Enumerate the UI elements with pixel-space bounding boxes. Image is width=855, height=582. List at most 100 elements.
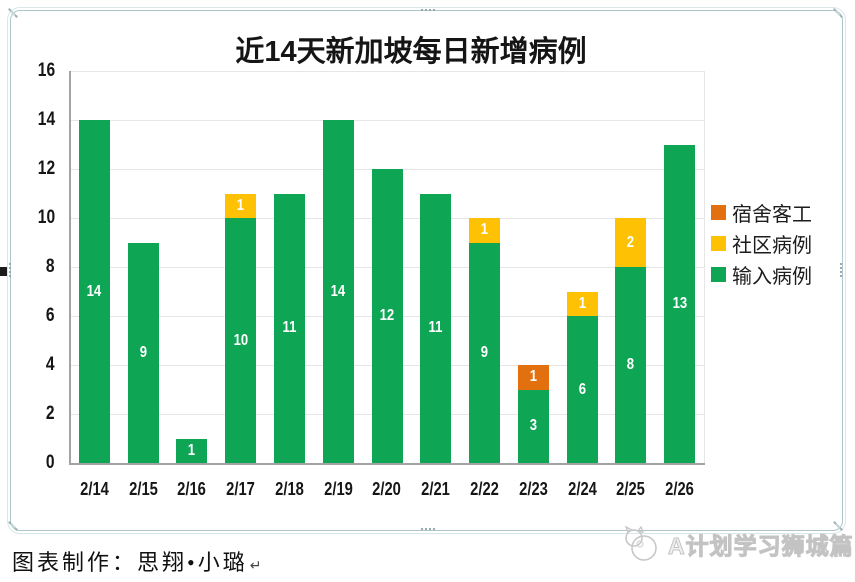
x-tick-label: 2/16 xyxy=(167,479,217,500)
bar-segment-社区病例[interactable]: 1 xyxy=(469,218,500,243)
x-tick-value: 2/14 xyxy=(80,479,109,499)
x-tick-label: 2/18 xyxy=(265,479,315,500)
bar-segment-社区病例[interactable]: 1 xyxy=(566,291,598,316)
legend-label: 社区病例 xyxy=(732,234,812,257)
bar-segment-输入病例[interactable]: 6 xyxy=(566,316,598,463)
plot-right-border xyxy=(704,71,705,463)
legend-swatch xyxy=(711,235,726,251)
x-tick-value: 2/19 xyxy=(323,479,353,499)
y-tick-value: 0 xyxy=(46,452,55,473)
y-tick-label: 12 xyxy=(17,158,55,180)
bar-segment-社区病例[interactable]: 1 xyxy=(225,193,257,218)
resize-handle-bottom[interactable] xyxy=(420,527,436,531)
bar-segment-输入病例[interactable]: 1 xyxy=(176,438,208,463)
bar-segment-输入病例[interactable]: 11 xyxy=(420,193,452,463)
x-tick-value: 2/18 xyxy=(275,479,304,499)
x-axis-line xyxy=(69,463,705,465)
lion-face-icon xyxy=(624,526,657,561)
resize-handle-right[interactable] xyxy=(839,262,843,278)
bar-segment-宿舍客工[interactable]: 1 xyxy=(517,365,549,390)
y-tick-label: 14 xyxy=(17,109,55,131)
bar-segment-输入病例[interactable]: 13 xyxy=(664,144,696,463)
y-axis-line xyxy=(69,71,71,465)
bar-value-label: 3 xyxy=(529,417,537,435)
bar-value-label: 6 xyxy=(578,380,586,398)
bar-segment-输入病例[interactable]: 9 xyxy=(127,242,159,463)
x-tick-value: 2/20 xyxy=(372,479,402,499)
caption-text: 图表制作：思翔•小璐 xyxy=(12,550,248,575)
x-tick-value: 2/26 xyxy=(665,479,694,499)
bar-segment-输入病例[interactable]: 14 xyxy=(78,120,110,463)
bar-segment-输入病例[interactable]: 10 xyxy=(225,218,257,463)
x-tick-value: 2/22 xyxy=(470,479,499,499)
bar-value-label: 9 xyxy=(139,343,147,361)
bar-value-label: 14 xyxy=(330,282,346,300)
y-tick-label: 4 xyxy=(17,354,55,376)
bar-value-label: 1 xyxy=(578,294,586,312)
resize-handle-left[interactable] xyxy=(8,262,12,278)
bar-value-label: 2 xyxy=(627,233,635,251)
x-tick-label: 2/23 xyxy=(508,479,558,500)
bar-segment-输入病例[interactable]: 11 xyxy=(274,193,305,463)
legend: 宿舍客工社区病例输入病例 xyxy=(711,202,812,295)
bar-value-label: 9 xyxy=(480,343,489,361)
bar-value-label: 1 xyxy=(529,368,537,386)
bar-segment-输入病例[interactable]: 9 xyxy=(469,242,500,463)
x-tick-label: 2/25 xyxy=(606,479,656,500)
y-tick-label: 8 xyxy=(17,256,55,278)
chart-selection-frame[interactable] xyxy=(7,7,846,534)
x-tick-label: 2/21 xyxy=(411,479,461,500)
x-tick-value: 2/17 xyxy=(226,479,256,499)
bar-value-label: 13 xyxy=(672,294,687,312)
x-tick-value: 2/15 xyxy=(128,479,158,499)
bar-value-label: 8 xyxy=(627,356,635,373)
y-tick-label: 2 xyxy=(17,403,55,425)
y-tick-value: 2 xyxy=(46,403,55,424)
y-tick-value: 4 xyxy=(46,354,55,375)
watermark: A计划学习狮城篇 xyxy=(620,526,854,562)
bar-segment-输入病例[interactable]: 3 xyxy=(517,389,549,463)
chart-title: 近14天新加坡每日新增病例 xyxy=(235,36,587,68)
x-tick-label: 2/22 xyxy=(460,479,510,500)
y-tick-value: 12 xyxy=(37,158,55,179)
bar-segment-社区病例[interactable]: 2 xyxy=(615,218,647,267)
x-tick-value: 2/16 xyxy=(177,479,207,499)
y-tick-value: 6 xyxy=(46,305,55,326)
bar-value-label: 11 xyxy=(428,319,443,337)
bar-segment-输入病例[interactable]: 14 xyxy=(322,120,354,463)
gridline xyxy=(70,71,704,72)
y-tick-label: 0 xyxy=(17,452,55,474)
legend-item[interactable]: 社区病例 xyxy=(711,233,812,257)
x-tick-label: 2/15 xyxy=(118,479,168,500)
resize-handle-top[interactable] xyxy=(420,8,436,12)
bar-value-label: 1 xyxy=(237,196,245,214)
y-tick-value: 14 xyxy=(37,109,55,130)
x-tick-label: 2/26 xyxy=(655,479,705,500)
y-tick-value: 10 xyxy=(37,207,55,228)
x-tick-label: 2/24 xyxy=(557,479,607,500)
legend-item[interactable]: 输入病例 xyxy=(711,264,812,288)
legend-label: 宿舍客工 xyxy=(732,203,812,226)
bar-segment-输入病例[interactable]: 12 xyxy=(371,169,403,463)
gridline xyxy=(70,120,704,121)
legend-swatch xyxy=(711,204,726,220)
bar-value-label: 1 xyxy=(188,441,196,459)
x-tick-label: 2/20 xyxy=(362,479,412,500)
y-tick-label: 10 xyxy=(17,207,55,229)
y-tick-label: 6 xyxy=(17,305,55,327)
bar-value-label: 14 xyxy=(87,282,102,300)
legend-item[interactable]: 宿舍客工 xyxy=(711,202,812,226)
x-tick-value: 2/23 xyxy=(518,479,548,499)
bar-value-label: 10 xyxy=(233,331,248,349)
y-tick-value: 8 xyxy=(46,256,55,277)
bar-segment-输入病例[interactable]: 8 xyxy=(615,267,647,463)
watermark-text: A计划学习狮城篇 xyxy=(668,533,854,560)
y-tick-label: 16 xyxy=(17,60,55,82)
x-tick-value: 2/25 xyxy=(616,479,646,499)
caption: 图表制作：思翔•小璐 ↵ xyxy=(12,545,261,577)
legend-swatch xyxy=(711,266,726,282)
x-tick-label: 2/17 xyxy=(216,479,266,500)
y-tick-value: 16 xyxy=(37,60,55,81)
